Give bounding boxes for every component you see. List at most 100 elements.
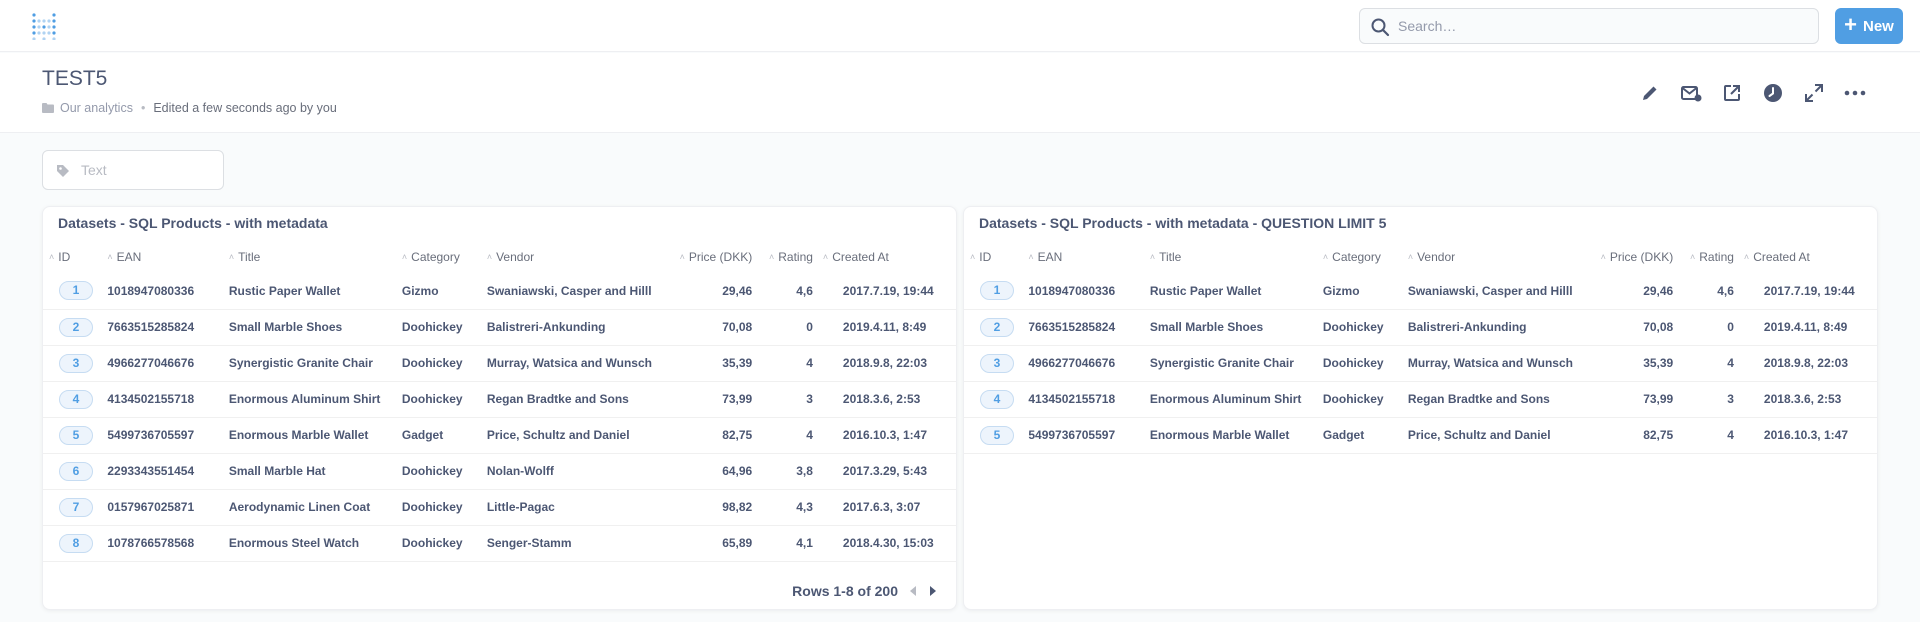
table-cell[interactable]: 3 [762,381,823,418]
column-header[interactable]: ˄ EAN [107,241,228,273]
table-cell[interactable]: 1078766578568 [107,525,229,562]
column-header[interactable]: ˄ ID [964,241,1028,273]
table-cell[interactable]: Price, Schultz and Daniel [1407,417,1601,454]
more-options-icon[interactable] [1843,81,1867,105]
table-row[interactable]: 5 5499736705597 Enormous Marble Wallet Gadg… [964,417,1877,454]
table-cell[interactable]: Doohickey [401,453,487,490]
table-row[interactable]: 2 7663515285824 Small Marble Shoes Doohicke… [43,309,956,346]
table-cell[interactable]: Small Marble Shoes [228,309,402,346]
table-row[interactable]: 4 4134502155718 Enormous Aluminum Shirt Doo… [964,381,1877,418]
table-row[interactable]: 3 4966277046676 Synergistic Granite Chair D… [43,345,956,382]
subscription-mail-icon[interactable] [1679,81,1703,105]
table-cell[interactable]: Regan Bradtke and Sons [486,381,680,418]
table-cell[interactable]: Gadget [1322,417,1408,454]
table-cell[interactable]: 4,1 [762,525,823,562]
table-cell[interactable]: Balistreri-Ankunding [486,309,680,346]
table-cell[interactable]: 4,6 [1683,273,1744,310]
table-cell[interactable]: Doohickey [1322,309,1408,346]
table-cell[interactable]: 1 [43,273,108,310]
table-cell[interactable]: 0157967025871 [107,489,229,526]
metabase-logo-icon[interactable] [30,12,58,41]
table-cell[interactable]: 35,39 [679,345,763,382]
table-cell[interactable]: 5 [43,417,108,454]
table-cell[interactable]: 3 [1683,381,1744,418]
table-cell[interactable]: 4,3 [762,489,823,526]
table-cell[interactable]: Doohickey [401,345,487,382]
table-cell[interactable]: Doohickey [401,489,487,526]
column-header[interactable]: ˄ Created At [823,241,956,273]
table-cell[interactable]: 70,08 [1600,309,1684,346]
id-pill[interactable]: 4 [980,389,1014,409]
table-cell[interactable]: 6 [43,453,108,490]
table-cell[interactable]: 2016.10.3, 1:47 [822,417,956,454]
table-cell[interactable]: Small Marble Hat [228,453,402,490]
table-cell[interactable]: 29,46 [679,273,763,310]
table-cell[interactable]: Gadget [401,417,487,454]
next-page-icon[interactable] [928,585,938,597]
table-cell[interactable]: Synergistic Granite Chair [1149,345,1323,382]
table-cell[interactable]: 70,08 [679,309,763,346]
table-cell[interactable]: 5499736705597 [107,417,229,454]
column-header[interactable]: ˄ Title [1150,241,1323,273]
table-cell[interactable]: 0 [1683,309,1744,346]
table-cell[interactable]: 4966277046676 [1028,345,1150,382]
id-pill[interactable]: 5 [980,425,1014,445]
card-title[interactable]: Datasets - SQL Products - with metadata … [979,215,1387,231]
table-cell[interactable]: Gizmo [401,273,487,310]
table-cell[interactable]: 5 [964,417,1029,454]
table-cell[interactable]: 3,8 [762,453,823,490]
table-row[interactable]: 6 2293343551454 Small Marble Hat Doohickey N… [43,453,956,490]
column-header[interactable]: ˄ EAN [1028,241,1149,273]
new-button[interactable]: + New [1835,8,1903,44]
table-cell[interactable]: 4 [43,381,108,418]
table-cell[interactable]: 4 [1683,417,1744,454]
last-edited[interactable]: Edited a few seconds ago by you [153,101,337,115]
table-cell[interactable]: 4134502155718 [107,381,229,418]
id-pill[interactable]: 1 [59,281,93,301]
table-cell[interactable]: Synergistic Granite Chair [228,345,402,382]
table-cell[interactable]: Enormous Marble Wallet [228,417,402,454]
table-cell[interactable]: 0 [762,309,823,346]
table-cell[interactable]: 7663515285824 [107,309,229,346]
table-cell[interactable]: Doohickey [1322,345,1408,382]
table-cell[interactable]: Gizmo [1322,273,1408,310]
table-cell[interactable]: Price, Schultz and Daniel [486,417,680,454]
id-pill[interactable]: 6 [59,461,93,481]
id-pill[interactable]: 5 [59,425,93,445]
column-header[interactable]: ˄ Category [402,241,487,273]
column-header[interactable]: ˄ Created At [1744,241,1877,273]
table-cell[interactable]: Nolan-Wolff [486,453,680,490]
table-cell[interactable]: 73,99 [679,381,763,418]
table-cell[interactable]: Doohickey [401,381,487,418]
table-cell[interactable]: 1 [964,273,1029,310]
table-cell[interactable]: 2017.7.19, 19:44 [822,273,956,310]
table-cell[interactable]: 3 [964,345,1029,382]
table-cell[interactable]: 8 [43,525,108,562]
id-pill[interactable]: 2 [59,317,93,337]
history-clock-icon[interactable] [1761,81,1785,105]
table-cell[interactable]: Little-Pagac [486,489,680,526]
table-cell[interactable]: 4 [1683,345,1744,382]
table-cell[interactable]: 2018.3.6, 2:53 [1743,381,1877,418]
table-cell[interactable]: 2 [43,309,108,346]
table-cell[interactable]: 4134502155718 [1028,381,1150,418]
table-cell[interactable]: 64,96 [679,453,763,490]
search-box[interactable] [1359,8,1819,44]
table-cell[interactable]: 2 [964,309,1029,346]
table-cell[interactable]: 82,75 [679,417,763,454]
column-header[interactable]: ˄ Price (DKK) [1601,241,1684,273]
table-cell[interactable]: 2018.4.30, 15:03 [822,525,956,562]
column-header[interactable]: ˄ Vendor [1408,241,1601,273]
table-cell[interactable]: 4 [964,381,1029,418]
table-cell[interactable]: 2018.9.8, 22:03 [822,345,956,382]
table-cell[interactable]: 2293343551454 [107,453,229,490]
table-cell[interactable]: Swaniawski, Casper and Hilll [486,273,680,310]
table-row[interactable]: 8 1078766578568 Enormous Steel Watch Doohic… [43,525,956,562]
table-cell[interactable]: Enormous Marble Wallet [1149,417,1323,454]
column-header[interactable]: ˄ Title [229,241,402,273]
table-cell[interactable]: 4966277046676 [107,345,229,382]
table-cell[interactable]: Rustic Paper Wallet [228,273,402,310]
table-row[interactable]: 1 1018947080336 Rustic Paper Wallet Gizmo Sw… [964,273,1877,310]
id-pill[interactable]: 3 [59,353,93,373]
column-header[interactable]: ˄ Vendor [487,241,680,273]
